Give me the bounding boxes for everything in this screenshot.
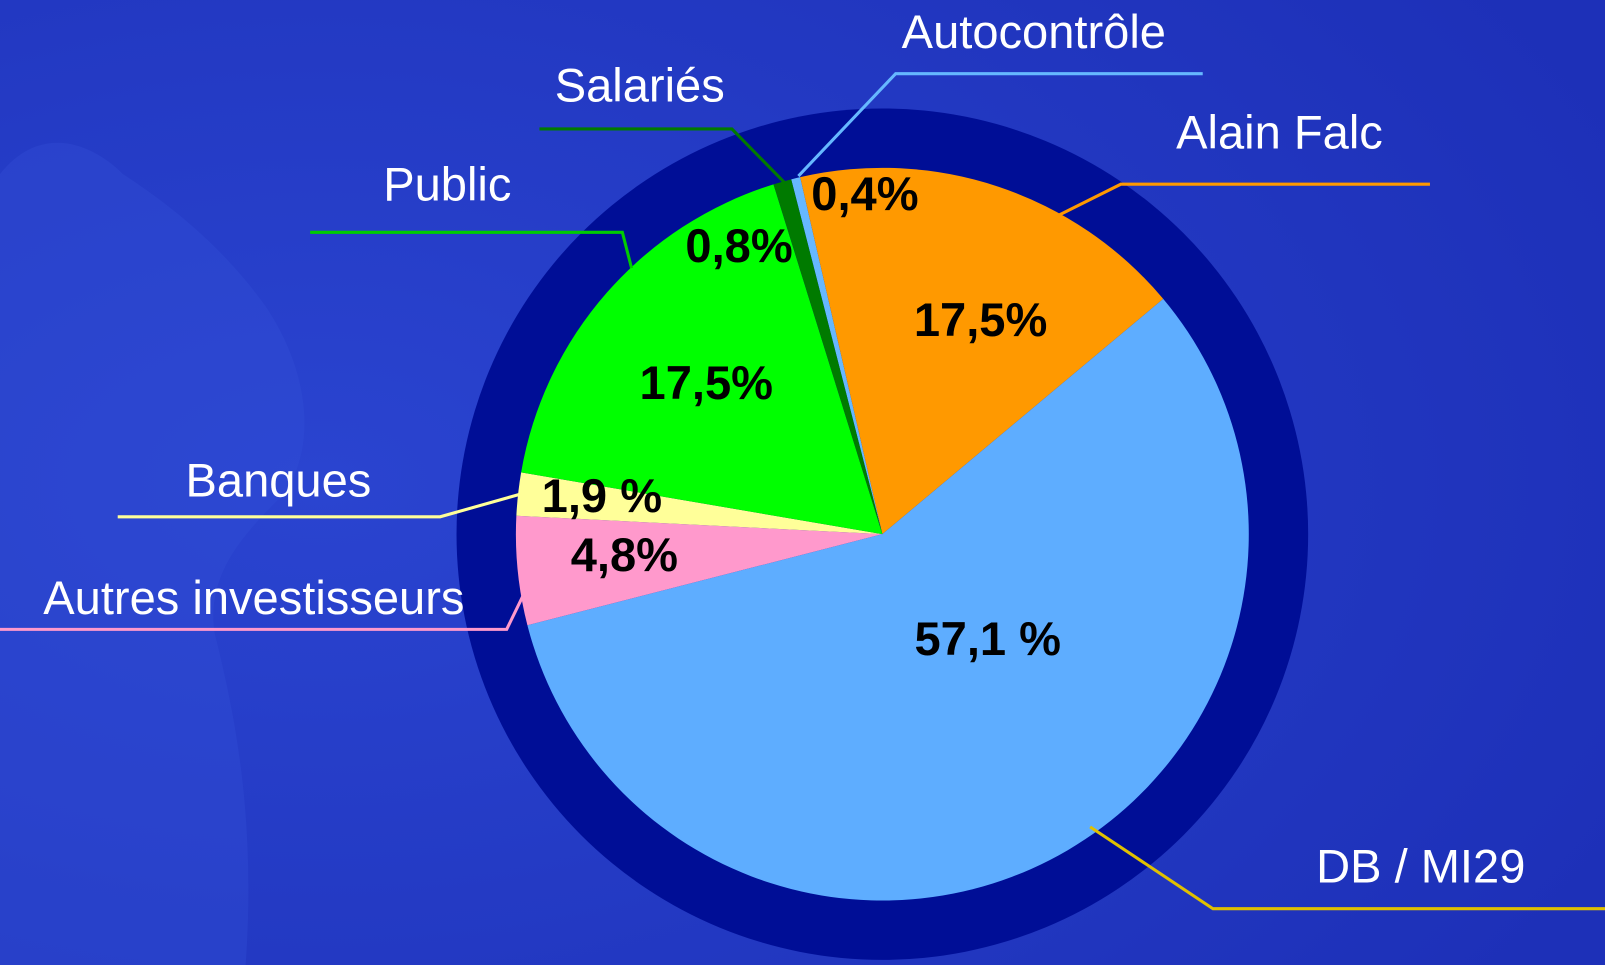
category-label: Public <box>383 158 511 211</box>
value-label: 17,5% <box>914 293 1047 346</box>
category-label: Autres investisseurs <box>43 571 464 624</box>
page: {"chart_data": {"type": "pie", "categori… <box>0 0 1605 965</box>
category-label: Autocontrôle <box>902 5 1166 58</box>
category-label: Alain Falc <box>1176 106 1383 159</box>
category-label: DB / MI29 <box>1316 839 1525 892</box>
value-label: 0,8% <box>685 219 792 272</box>
value-label: 0,4% <box>811 167 918 220</box>
value-label: 17,5% <box>640 356 773 409</box>
value-label: 4,8% <box>571 528 678 581</box>
value-label: 57,1 % <box>914 612 1061 665</box>
category-label: Salariés <box>555 58 725 111</box>
value-label: 1,9 % <box>542 469 662 522</box>
category-label: Banques <box>186 453 372 506</box>
chart: Autocontrôle 0,4% Alain Falc 17,5% DB / MI29… <box>0 0 1605 965</box>
